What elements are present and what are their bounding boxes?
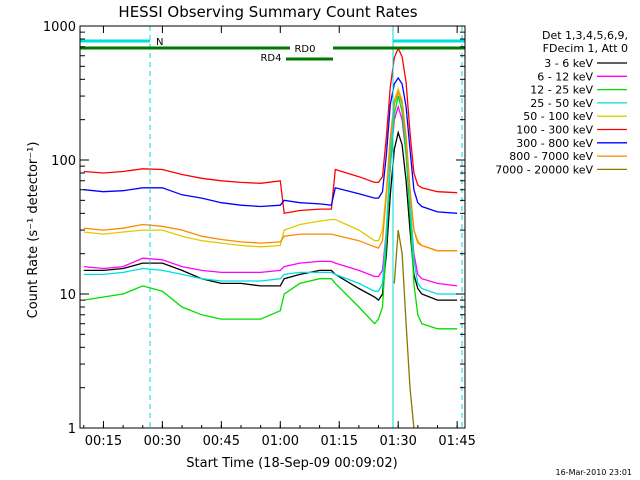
x-tick-label: 01:15 [321, 434, 358, 449]
annotation-layer: N RD0 RD4 [80, 26, 465, 428]
y-tick-label: 100 [51, 154, 76, 169]
legend-label: 3 - 6 keV [544, 57, 593, 70]
x-tick-label: 01:30 [379, 434, 416, 449]
legend-label: 7000 - 20000 keV [495, 163, 593, 176]
x-tick-label: 01:00 [262, 434, 299, 449]
series-line-8 [393, 229, 415, 428]
legend-label: 100 - 300 keV [516, 124, 593, 137]
legend-label: 25 - 50 keV [530, 97, 593, 110]
y-tick-label: 10 [59, 288, 76, 303]
series-line-6 [83, 76, 458, 214]
y-tick-label: 1000 [43, 20, 76, 35]
y-tick-label: 1 [68, 422, 76, 437]
series-line-0 [83, 130, 458, 302]
x-axis-label: Start Time (18-Sep-09 00:09:02) [186, 456, 397, 471]
legend-label: 300 - 800 keV [516, 137, 593, 150]
series-line-2 [83, 95, 458, 330]
legend-label: 12 - 25 keV [530, 84, 593, 97]
rd0-label: RD0 [294, 44, 315, 55]
x-tick-label: 00:45 [203, 434, 240, 449]
x-tick-label: 01:45 [438, 434, 475, 449]
generation-timestamp: 16-Mar-2010 23:01 [556, 468, 633, 477]
night-label: N [156, 37, 163, 48]
series-line-3 [83, 90, 458, 295]
x-tick-label: 00:30 [144, 434, 181, 449]
series-layer [83, 46, 458, 428]
legend-label: 6 - 12 keV [537, 70, 593, 83]
legend-label: 50 - 100 keV [523, 110, 593, 123]
chart-title: HESSI Observing Summary Count Rates [118, 3, 417, 21]
rd4-label: RD4 [260, 53, 281, 64]
x-tick-label: 00:15 [85, 434, 122, 449]
series-line-5 [83, 46, 458, 215]
plot-frame [79, 25, 466, 429]
series-line-1 [83, 104, 458, 287]
axis-layer: 00:15 00:30 00:45 01:00 01:15 01:30 01:45 1 10 10… [43, 20, 476, 449]
series-line-7 [83, 90, 458, 252]
legend-header-line-2: FDecim 1, Att 0 [543, 42, 628, 55]
legend-label: 800 - 7000 keV [509, 150, 593, 163]
y-axis-label: Count Rate (s⁻¹ detector⁻¹) [26, 142, 41, 319]
legend-header-line-1: Det 1,3,4,5,6,9, [542, 29, 628, 42]
